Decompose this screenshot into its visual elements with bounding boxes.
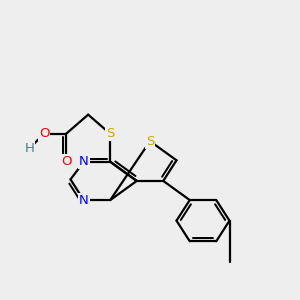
Text: S: S: [146, 135, 154, 148]
Text: N: N: [79, 155, 88, 168]
Text: O: O: [61, 155, 71, 168]
Text: O: O: [39, 127, 49, 140]
Text: H: H: [24, 142, 34, 155]
Text: N: N: [79, 194, 88, 207]
Text: S: S: [106, 127, 114, 140]
